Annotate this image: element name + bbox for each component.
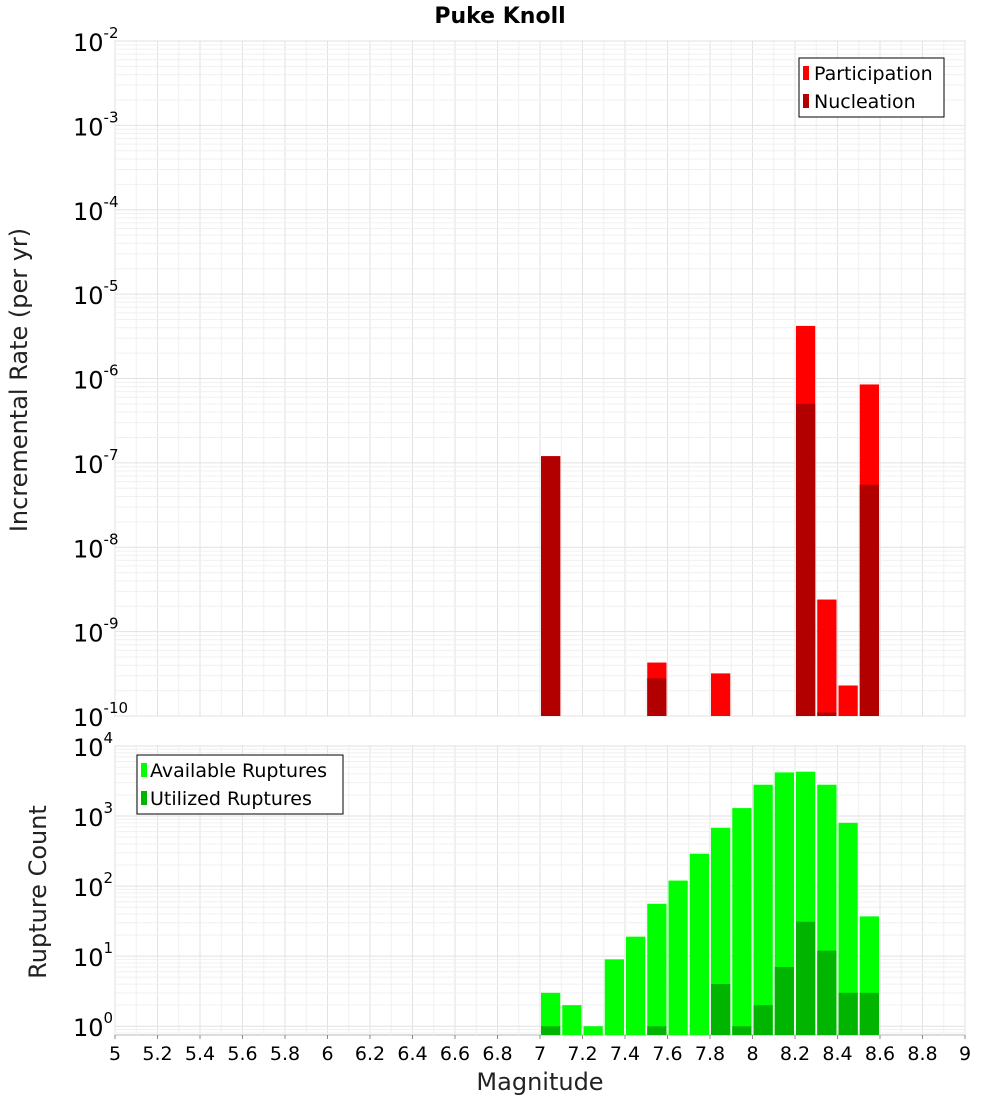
legend-swatch-participation	[803, 66, 809, 80]
x-tick-label: 8.2	[780, 1043, 810, 1065]
top-y-tick-label: 10-10	[73, 699, 128, 732]
top-bar-series-a	[817, 599, 837, 716]
bottom-bar-series-b	[774, 967, 794, 1035]
top-y-tick-label: 10-2	[73, 24, 119, 57]
x-tick-label: 8.4	[822, 1043, 852, 1065]
x-tick-label: 8.6	[865, 1043, 895, 1065]
top-bar-series-b	[817, 712, 837, 716]
top-bar-series-b	[647, 678, 667, 716]
bottom-y-tick-label: 103	[73, 799, 113, 832]
top-bar-series-a	[711, 673, 731, 716]
x-tick-label: 7.2	[567, 1043, 597, 1065]
top-bar-series-b	[796, 403, 816, 716]
top-bar-series-a	[838, 685, 858, 716]
top-legend-box	[798, 57, 945, 118]
bottom-bar-series-b	[711, 984, 731, 1035]
bottom-bar-series-a	[689, 853, 709, 1035]
bottom-bar-series-a	[753, 784, 773, 1035]
bottom-legend-box	[136, 754, 344, 815]
legend-swatch-utilized	[141, 791, 147, 805]
legend-swatch-available	[141, 763, 147, 777]
bottom-bar-series-a	[541, 992, 561, 1035]
top-y-tick-label: 10-5	[73, 277, 119, 310]
top-y-axis-label: Incremental Rate (per yr)	[5, 228, 33, 532]
x-tick-label: 6.8	[482, 1043, 512, 1065]
bottom-bar-series-b	[796, 921, 816, 1035]
top-y-tick-label: 10-6	[73, 362, 119, 395]
bottom-grid	[114, 745, 966, 1035]
top-bars	[541, 325, 879, 716]
top-bar-series-b	[859, 484, 879, 716]
bottom-panel: 104 103 102 101 100 5 5.2 5.4 5.6 5.8 6 6.2 6.4 6.6 6…	[24, 729, 971, 1096]
x-ticks: 5 5.2 5.4 5.6 5.8 6 6.2 6.4 6.6 6.8 7 7.2 7.4 7.6 7.8 8…	[109, 1035, 971, 1065]
bottom-y-tick-label: 101	[73, 939, 113, 972]
x-tick-label: 7.4	[610, 1043, 640, 1065]
bottom-bar-series-a	[604, 959, 624, 1035]
x-tick-label: 8.8	[907, 1043, 937, 1065]
x-tick-label: 5.8	[270, 1043, 300, 1065]
bottom-bar-series-a	[562, 1005, 582, 1035]
bottom-bar-series-a	[711, 827, 731, 1035]
legend-swatch-nucleation	[803, 94, 809, 108]
x-tick-label: 7.6	[652, 1043, 682, 1065]
top-y-tick-label: 10-4	[73, 193, 119, 226]
top-y-tick-label: 10-9	[73, 615, 119, 648]
legend-label-available: Available Ruptures	[150, 760, 327, 782]
chart-title: Puke Knoll	[434, 4, 565, 29]
top-bar-series-b	[541, 456, 561, 716]
bottom-y-ticks: 104 103 102 101 100	[73, 729, 113, 1042]
bottom-bar-series-b	[817, 950, 837, 1035]
x-tick-label: 7.8	[695, 1043, 725, 1065]
x-tick-label: 6.6	[440, 1043, 470, 1065]
x-tick-label: 5	[109, 1043, 121, 1065]
bottom-bars	[541, 771, 879, 1035]
legend-label-utilized: Utilized Ruptures	[150, 788, 312, 810]
x-tick-label: 7	[534, 1043, 546, 1065]
bottom-bar-series-b	[859, 992, 879, 1035]
bottom-bar-series-a	[732, 808, 752, 1035]
x-tick-label: 5.6	[227, 1043, 257, 1065]
bottom-y-axis-label: Rupture Count	[24, 805, 52, 979]
x-tick-label: 6.2	[355, 1043, 385, 1065]
bottom-legend: Available Ruptures Utilized Ruptures	[136, 754, 344, 815]
top-y-tick-label: 10-3	[73, 108, 119, 141]
bottom-bar-series-b	[732, 1026, 752, 1035]
bottom-bar-series-b	[753, 1005, 773, 1035]
bottom-y-tick-label: 100	[73, 1009, 113, 1042]
top-y-ticks: 10-2 10-3 10-4 10-5 10-6 10-7 10-8 10-9 10-10	[73, 24, 128, 732]
x-tick-label: 9	[959, 1043, 971, 1065]
top-y-tick-label: 10-7	[73, 446, 119, 479]
top-panel: 10-2 10-3 10-4 10-5 10-6 10-7 10-8 10-9 10-10 In…	[5, 24, 966, 732]
x-tick-label: 6.4	[397, 1043, 427, 1065]
bottom-y-tick-label: 104	[73, 729, 113, 762]
bottom-bar-series-a	[583, 1026, 603, 1035]
x-tick-label: 8	[746, 1043, 758, 1065]
bottom-bar-series-a	[838, 822, 858, 1035]
legend-label-participation: Participation	[814, 63, 933, 85]
x-axis-label: Magnitude	[476, 1068, 603, 1096]
x-tick-label: 5.2	[142, 1043, 172, 1065]
top-grid	[114, 40, 966, 717]
bottom-bar-series-b	[541, 1026, 561, 1035]
top-legend: Participation Nucleation	[798, 57, 945, 118]
bottom-bar-series-b	[647, 1026, 667, 1035]
x-tick-label: 5.4	[185, 1043, 215, 1065]
bottom-bar-series-b	[838, 992, 858, 1035]
legend-label-nucleation: Nucleation	[814, 91, 916, 113]
bottom-y-tick-label: 102	[73, 869, 113, 902]
bottom-bar-series-a	[668, 880, 688, 1035]
bottom-bar-series-a	[647, 903, 667, 1035]
x-tick-label: 6	[321, 1043, 333, 1065]
top-y-tick-label: 10-8	[73, 530, 119, 563]
bottom-bar-series-a	[626, 936, 646, 1035]
